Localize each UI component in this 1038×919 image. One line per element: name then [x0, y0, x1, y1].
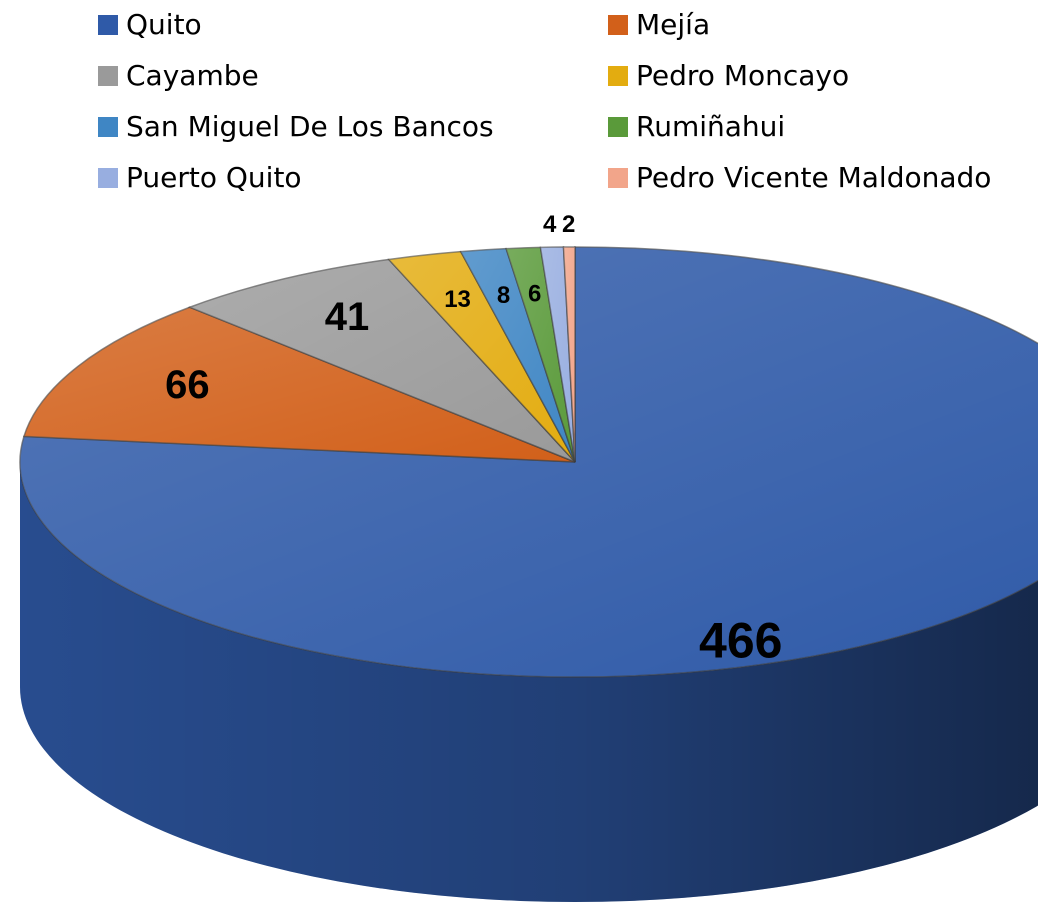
value-label: 466: [699, 613, 782, 669]
value-labels: 466 66 41 13 8 6 4 2: [165, 211, 782, 669]
value-label: 2: [562, 211, 575, 238]
legend-label: Cayambe: [126, 59, 259, 92]
value-label: 13: [444, 286, 471, 313]
value-label: 4: [543, 211, 557, 238]
pie-walls: [20, 462, 1038, 902]
pie-slice-gloss: [23, 307, 576, 462]
value-label: 41: [325, 295, 370, 339]
legend-swatch: [98, 117, 118, 137]
legend-swatch: [98, 15, 118, 35]
legend-swatch: [98, 66, 118, 86]
pie-slice-gloss: [20, 247, 1038, 677]
pie-tops: [19, 246, 1038, 678]
pie-wall-shade: [20, 462, 1038, 902]
legend-label: Pedro Vicente Maldonado: [636, 161, 991, 194]
legend: Quito Mejía Cayambe Pedro Moncayo San Miguel…: [98, 8, 991, 194]
value-label: 66: [165, 363, 210, 407]
pie-slice-gloss: [506, 247, 575, 462]
legend-swatch: [98, 168, 118, 188]
legend-swatch: [608, 117, 628, 137]
pie-slice-gloss: [460, 248, 575, 462]
legend-swatch: [608, 15, 628, 35]
legend-swatch: [608, 168, 628, 188]
legend-label: San Miguel De Los Bancos: [126, 110, 494, 143]
value-label: 8: [497, 282, 510, 309]
pie-slice-gloss: [388, 251, 575, 462]
legend-label: Pedro Moncayo: [636, 59, 849, 92]
legend-label: Mejía: [636, 8, 710, 41]
legend-label: Quito: [126, 8, 202, 41]
pie-slice-gloss: [540, 247, 575, 462]
legend-label: Rumiñahui: [636, 110, 785, 143]
legend-swatch: [608, 66, 628, 86]
legend-label: Puerto Quito: [126, 161, 302, 194]
pie-slice-gloss: [563, 247, 575, 462]
pie-slice-gloss: [189, 259, 575, 462]
value-label: 6: [528, 280, 541, 307]
